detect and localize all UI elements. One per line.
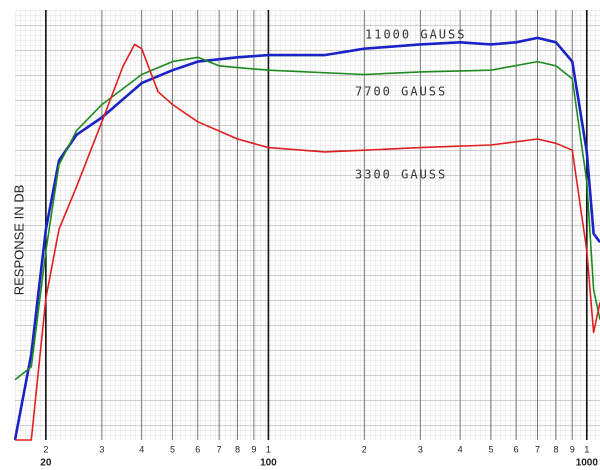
x-tick-label: 5: [488, 444, 493, 454]
x-tick-label: 3: [99, 444, 104, 454]
y-axis-label: RESPONSE IN DB: [11, 185, 26, 296]
x-tick-label: 2: [43, 444, 48, 454]
x-tick-label: 1: [266, 444, 271, 454]
x-tick-label: 7: [217, 444, 222, 454]
graph-paper-major: [15, 10, 600, 440]
series-label: 11000 GAUSS: [365, 28, 466, 42]
x-tick-label: 9: [570, 444, 575, 454]
x-tick-label: 3: [418, 444, 423, 454]
series-label: 3300 GAUSS: [355, 168, 447, 182]
series-label: 7700 GAUSS: [355, 85, 447, 99]
grid: [45, 10, 588, 440]
series-line: [15, 43, 600, 441]
lines: [13, 36, 600, 441]
x-decade-label: 1000: [576, 458, 599, 469]
series-line: [13, 36, 600, 441]
x-tick-label: 5: [170, 444, 175, 454]
x-tick-label: 8: [553, 444, 558, 454]
x-tick-label: 4: [139, 444, 144, 454]
x-tick-label: 1: [584, 444, 589, 454]
x-decade-label: 100: [260, 458, 277, 469]
x-tick-label: 8: [235, 444, 240, 454]
x-decade-label: 20: [40, 458, 52, 469]
x-tick-label: 9: [251, 444, 256, 454]
series-line: [14, 56, 600, 381]
x-tick-label: 6: [514, 444, 519, 454]
x-tick-label: 7: [535, 444, 540, 454]
x-tick-label: 4: [458, 444, 463, 454]
x-tick-label: 2: [362, 444, 367, 454]
x-tick-label: 6: [195, 444, 200, 454]
